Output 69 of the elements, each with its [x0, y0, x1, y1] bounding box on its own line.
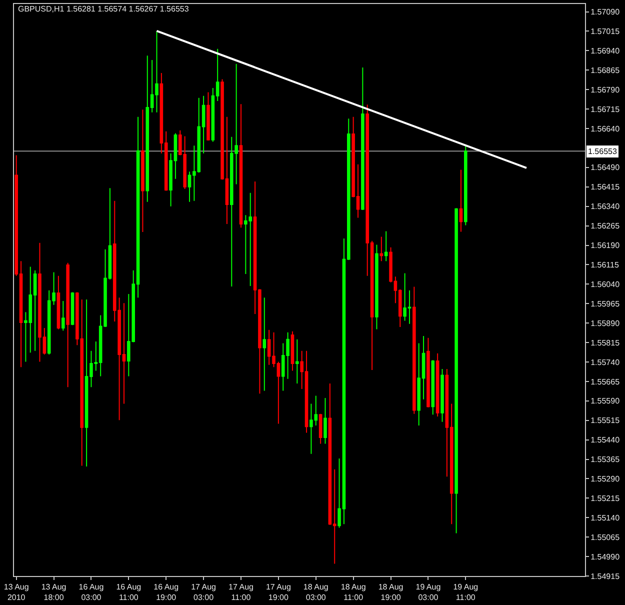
- candlestick: [56, 275, 60, 330]
- candlestick: [431, 360, 435, 416]
- y-tick-label: 1.55440: [590, 436, 620, 445]
- y-tick-label: 1.56790: [590, 85, 620, 94]
- y-tick-label: 1.56115: [590, 260, 620, 270]
- y-tick-label: 1.56865: [590, 66, 620, 75]
- candlestick: [375, 244, 378, 330]
- y-tick-label: 1.54915: [590, 572, 620, 581]
- y-tick-label: 1.55890: [590, 318, 620, 328]
- candlestick: [296, 338, 299, 384]
- candlestick: [239, 104, 243, 228]
- x-tick-label: 18 Aug 03:00: [303, 582, 328, 602]
- candlestick: [464, 145, 468, 226]
- candlestick: [384, 230, 388, 262]
- y-tick-label: 1.55215: [590, 494, 620, 503]
- y-tick-label: 1.55965: [590, 299, 620, 308]
- candlestick: [380, 236, 384, 262]
- y-tick-label: 1.57090: [590, 8, 620, 17]
- candlestick: [262, 297, 266, 392]
- candlestick: [206, 92, 210, 141]
- x-tick-label: 16 Aug 19:00: [154, 582, 179, 602]
- candlestick: [412, 286, 416, 414]
- candlestick: [66, 262, 70, 388]
- candlestick: [290, 330, 294, 372]
- x-tick-label: 17 Aug 11:00: [228, 582, 254, 602]
- y-tick-label: 1.56190: [590, 241, 620, 250]
- candlestick: [62, 300, 65, 332]
- candlestick: [436, 352, 440, 417]
- candlestick: [141, 109, 144, 233]
- y-tick-label: 1.56265: [590, 222, 620, 231]
- y-tick-label: 1.56340: [590, 202, 620, 212]
- y-tick-label: 1.55815: [590, 338, 620, 348]
- candlestick: [318, 413, 322, 444]
- x-tick-label: 18 Aug 19:00: [378, 582, 404, 602]
- x-tick-label: 19 Aug 03:00: [416, 582, 441, 602]
- y-tick-label: 1.56715: [590, 104, 620, 114]
- candlestick: [440, 368, 444, 422]
- candlestick: [454, 208, 458, 534]
- x-tick-label: 18 Aug 11:00: [340, 582, 366, 602]
- candlestick: [70, 292, 74, 326]
- x-tick-label: 13 Aug 2010: [4, 582, 29, 602]
- y-tick-label: 1.55740: [590, 358, 620, 367]
- y-tick-label: 1.55290: [590, 474, 620, 484]
- x-tick-label: 13 Aug 18:00: [41, 582, 66, 602]
- y-tick-label: 1.56040: [590, 280, 620, 289]
- candlestick: [324, 398, 327, 444]
- candlestick: [146, 55, 150, 202]
- candlestick: [361, 67, 364, 210]
- x-tick-label: 17 Aug 03:00: [191, 582, 216, 602]
- ref-line-label: 1.56553: [588, 147, 618, 156]
- y-tick-label: 1.55140: [590, 513, 620, 522]
- y-tick-label: 1.56640: [590, 124, 620, 134]
- x-tick-label: 17 Aug 19:00: [266, 582, 291, 602]
- y-tick-label: 1.56490: [590, 163, 620, 172]
- y-tick-label: 1.55590: [590, 396, 620, 406]
- x-tick-label: 19 Aug 11:00: [453, 582, 478, 602]
- y-tick-label: 1.57015: [590, 27, 620, 36]
- y-tick-label: 1.54990: [590, 552, 620, 562]
- y-tick-label: 1.55065: [590, 532, 620, 542]
- y-tick-label: 1.56940: [590, 46, 620, 56]
- y-tick-label: 1.55365: [590, 455, 620, 464]
- y-tick-label: 1.55665: [590, 377, 620, 386]
- x-tick-label: 16 Aug 11:00: [116, 582, 142, 602]
- y-tick-label: 1.55515: [590, 416, 620, 426]
- x-tick-label: 16 Aug 03:00: [78, 582, 104, 602]
- candlestick: [459, 169, 463, 232]
- candlestick: [426, 337, 430, 408]
- chart-title: GBPUSD,H1 1.56281 1.56574 1.56267 1.56553: [18, 4, 190, 14]
- y-tick-label: 1.56415: [590, 182, 620, 192]
